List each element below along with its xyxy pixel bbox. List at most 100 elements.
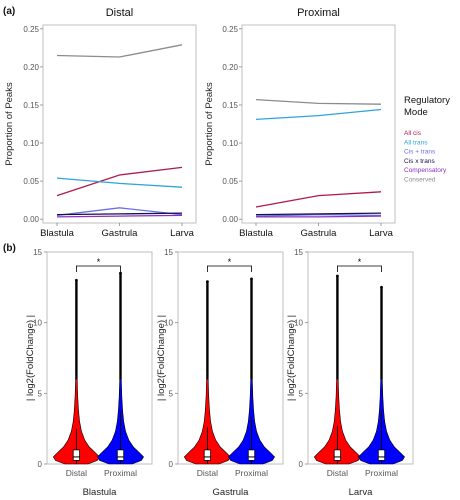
y-axis-label-proximal: Proportion of Peaks xyxy=(204,82,215,166)
x-tick-label: Distal xyxy=(197,468,218,478)
legend-title: Regulatory Mode xyxy=(404,95,453,118)
plot-frame-distal xyxy=(42,24,197,224)
series-line-compensatory xyxy=(56,214,183,218)
x-tick-label: Proximal xyxy=(235,468,268,478)
series-line-compensatory xyxy=(256,215,382,218)
y-tick-label: 0.10 xyxy=(23,139,39,148)
outlier-point-max xyxy=(336,274,339,278)
y-tick-label: 0.00 xyxy=(222,215,238,224)
legend-item-cis-x-trans: Cis x trans xyxy=(404,158,435,165)
box-iqr xyxy=(116,449,125,461)
panel-b-label: (b) xyxy=(3,243,16,254)
box-iqr xyxy=(72,449,80,461)
series-line-all-trans xyxy=(255,108,382,121)
y-tick-label: 0.20 xyxy=(222,63,238,72)
x-tick-label: Blastula xyxy=(239,228,274,239)
violin-chart-blastula: | log2(FoldChange) | 0 5 10 15 Blastula Distal… xyxy=(25,248,153,498)
y-tick-label: 15 xyxy=(294,248,303,257)
y-axis-label-distal: Proportion of Peaks xyxy=(4,82,15,166)
x-tick-label: Larva xyxy=(170,228,194,239)
significance-marker: * xyxy=(358,257,362,267)
y-tick-label: 0.05 xyxy=(222,177,238,186)
x-tick-label: Blastula xyxy=(40,228,75,239)
legend-item-all-trans: All trans xyxy=(404,139,428,146)
significance-marker: * xyxy=(228,257,232,267)
violin-distal xyxy=(313,378,361,465)
series-line-all-cis xyxy=(255,191,382,208)
box-iqr xyxy=(203,449,211,461)
x-axis-label-larva: Larva xyxy=(349,487,373,498)
y-tick-label: 0 xyxy=(169,460,174,469)
box-iqr xyxy=(247,449,256,461)
y-tick-label: 0 xyxy=(38,460,43,469)
x-axis-label-gastrula: Gastrula xyxy=(213,487,250,498)
x-tick-label: Distal xyxy=(327,468,348,478)
y-tick-label: 10 xyxy=(294,319,303,328)
violin-distal xyxy=(52,378,100,465)
x-tick-label: Gastrula xyxy=(102,228,139,239)
legend-title-line-1: Regulatory xyxy=(404,95,450,106)
series-line-cis-x-trans xyxy=(255,212,382,216)
legend-item-all-cis: All cis xyxy=(404,130,422,137)
violin-distal xyxy=(183,378,231,465)
x-tick-label: Larva xyxy=(369,228,393,239)
panel-a-label: (a) xyxy=(3,6,15,17)
y-tick-label: 0.25 xyxy=(23,25,39,34)
series-line-cis-trans xyxy=(56,207,183,217)
legend-item-cis-trans: Cis + trans xyxy=(404,149,436,156)
x-tick-label: Proximal xyxy=(365,468,398,478)
legend-items: All cis All trans Cis + trans Cis x trans Co… xyxy=(404,130,447,184)
line-chart-proximal: Proximal Proportion of Peaks 0.00 0.05 0.10 0… xyxy=(204,7,396,239)
line-chart-distal: Distal Proportion of Peaks 0.00 0.05 0.10 0.1… xyxy=(4,7,197,239)
x-tick-label: Proximal xyxy=(104,468,137,478)
legend: Regulatory Mode All cis All trans Cis + tr… xyxy=(404,95,453,184)
y-tick-label: 0.15 xyxy=(23,101,39,110)
plot-frame-proximal xyxy=(241,24,396,224)
y-tick-label: 5 xyxy=(169,389,174,398)
y-tick-label: 0.00 xyxy=(23,215,39,224)
outlier-point-max xyxy=(75,278,78,282)
y-tick-label: 0 xyxy=(299,460,304,469)
chart-title-proximal: Proximal xyxy=(297,7,340,19)
y-tick-label: 5 xyxy=(299,389,304,398)
y-tick-label: 5 xyxy=(38,389,43,398)
y-axis-label-gastrula: | log2(FoldChange) | xyxy=(156,315,167,401)
outlier-point-max xyxy=(250,277,253,281)
outlier-point-max xyxy=(206,280,209,284)
y-tick-label: 0.05 xyxy=(23,177,39,186)
significance-bracket xyxy=(207,265,252,272)
box-iqr xyxy=(333,449,342,461)
legend-item-compensatory: Compensatory xyxy=(404,167,447,174)
series-line-cis-x-trans xyxy=(56,212,183,216)
series-line-all-trans xyxy=(56,177,183,188)
outlier-point-max xyxy=(119,271,122,275)
plot-frame-gastrula xyxy=(177,251,284,465)
series-line-all-cis xyxy=(56,166,183,197)
significance-bracket xyxy=(76,265,121,272)
y-tick-label: 15 xyxy=(33,248,42,257)
y-tick-label: 0.10 xyxy=(222,139,238,148)
x-axis-label-blastula: Blastula xyxy=(83,487,118,498)
violin-chart-gastrula: | log2(FoldChange) | 0 5 10 15 Gastrula Distal… xyxy=(156,248,284,498)
plot-frame-blastula xyxy=(46,251,153,465)
y-tick-label: 10 xyxy=(164,319,173,328)
y-tick-label: 15 xyxy=(164,248,173,257)
x-tick-label: Gastrula xyxy=(301,228,338,239)
outlier-point-max xyxy=(380,285,383,289)
x-tick-label: Distal xyxy=(66,468,87,478)
significance-marker: * xyxy=(97,257,101,267)
y-axis-label-blastula: | log2(FoldChange) | xyxy=(25,315,36,401)
series-line-conserved xyxy=(56,44,183,58)
box-iqr xyxy=(377,449,386,461)
chart-title-distal: Distal xyxy=(106,7,134,19)
significance-bracket xyxy=(337,265,382,272)
y-tick-label: 10 xyxy=(33,319,42,328)
legend-title-line-2: Mode xyxy=(404,107,428,118)
y-tick-label: 0.25 xyxy=(222,25,238,34)
series-line-conserved xyxy=(255,98,382,105)
plot-frame-larva xyxy=(307,251,414,465)
y-tick-label: 0.20 xyxy=(23,63,39,72)
y-tick-label: 0.15 xyxy=(222,101,238,110)
